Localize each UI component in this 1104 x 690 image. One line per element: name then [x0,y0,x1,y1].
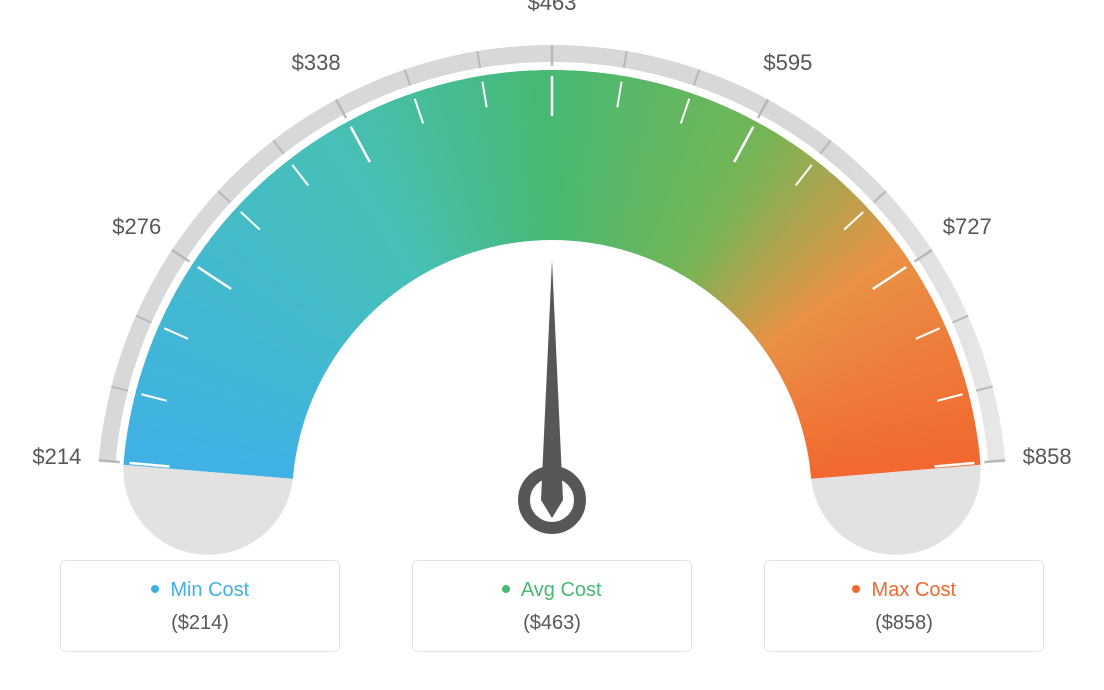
gauge-tick-label: $727 [943,214,992,240]
legend-value-avg: ($463) [413,612,691,635]
legend-title-max: Max Cost [765,579,1043,602]
gauge-tick-label: $595 [763,50,812,76]
gauge-svg [0,0,1104,560]
legend-card-avg: Avg Cost ($463) [412,560,692,652]
gauge-chart: $214 $276 $338 $463 $595 $727 $858 [0,0,1104,560]
legend-title-min: Min Cost [61,579,339,602]
legend-row: Min Cost ($214) Avg Cost ($463) Max Cost… [0,560,1104,652]
legend-title-text: Min Cost [170,579,249,601]
legend-card-min: Min Cost ($214) [60,560,340,652]
dot-icon [852,585,860,593]
legend-title-avg: Avg Cost [413,579,691,602]
legend-value-max: ($858) [765,612,1043,635]
gauge-tick-label: $463 [528,0,577,16]
legend-title-text: Max Cost [872,579,956,601]
gauge-tick-label: $276 [112,214,161,240]
legend-title-text: Avg Cost [521,579,602,601]
dot-icon [151,585,159,593]
legend-card-max: Max Cost ($858) [764,560,1044,652]
gauge-tick-label: $214 [32,444,81,470]
gauge-tick-label: $858 [1023,444,1072,470]
dot-icon [502,585,510,593]
legend-value-min: ($214) [61,612,339,635]
gauge-tick-label: $338 [292,50,341,76]
